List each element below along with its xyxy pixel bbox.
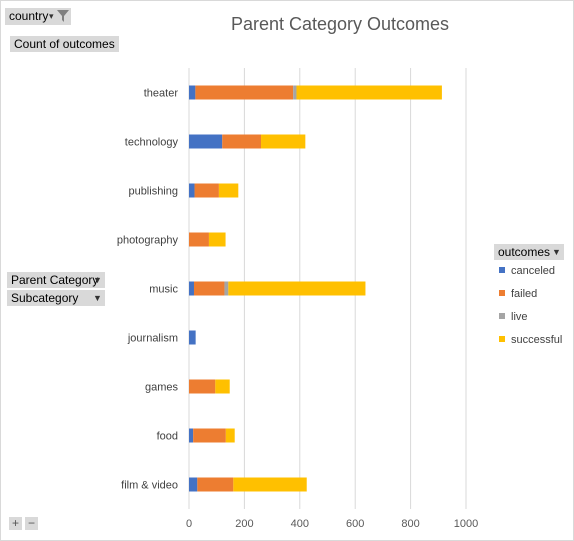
- bar-canceled: [189, 477, 198, 492]
- chart-title: Parent Category Outcomes: [230, 14, 450, 34]
- category-label: publishing: [128, 186, 178, 198]
- legend-swatch: [499, 267, 505, 274]
- country-filter-button[interactable]: country ▾: [5, 8, 71, 25]
- country-filter-label: country: [9, 9, 49, 23]
- category-label: theater: [144, 88, 179, 100]
- legend-label: failed: [511, 288, 538, 300]
- category-label: technology: [125, 137, 179, 149]
- x-tick-label: 200: [235, 518, 253, 530]
- collapse-field-button[interactable]: −: [25, 517, 38, 530]
- category-label: games: [145, 382, 179, 394]
- bar-canceled: [189, 85, 196, 100]
- bar-canceled: [189, 428, 194, 443]
- legend-label: successful: [511, 334, 563, 346]
- bar-successful: [225, 428, 235, 443]
- legend-filter-button[interactable]: outcomes ▼: [494, 244, 564, 260]
- category-label: photography: [117, 235, 179, 247]
- x-tick-label: 1000: [454, 518, 478, 530]
- bar-failed: [193, 428, 226, 443]
- x-tick-label: 0: [186, 518, 192, 530]
- bar-failed: [194, 183, 219, 198]
- legend-item-live: live: [499, 311, 528, 323]
- bar-failed: [195, 85, 294, 100]
- row-field-label: Subcategory: [11, 291, 79, 305]
- bar-failed: [189, 232, 209, 247]
- x-tick-label: 800: [401, 518, 419, 530]
- legend-label: canceled: [511, 265, 556, 277]
- bar-canceled: [189, 134, 223, 149]
- legend-swatch: [499, 336, 505, 343]
- bar-successful: [215, 379, 230, 394]
- bar-failed: [193, 281, 225, 296]
- x-tick-label: 600: [346, 518, 364, 530]
- x-tick-label: 400: [291, 518, 309, 530]
- dropdown-arrow-icon: ▼: [552, 247, 561, 257]
- bar-canceled: [189, 183, 195, 198]
- values-field-label: Count of outcomes: [14, 37, 115, 51]
- expand-field-button[interactable]: +: [9, 517, 22, 530]
- bar-successful: [218, 183, 239, 198]
- row-field-parent-category[interactable]: Parent Category ▼: [7, 272, 105, 288]
- values-field-button[interactable]: Count of outcomes: [10, 36, 119, 52]
- legend-header-label: outcomes: [498, 245, 551, 259]
- bar-live: [224, 281, 229, 296]
- dropdown-arrow-icon: ▼: [93, 293, 102, 303]
- bar-successful: [233, 477, 307, 492]
- category-label: journalism: [127, 333, 178, 345]
- bar-failed: [222, 134, 262, 149]
- bar-live: [293, 85, 297, 100]
- bar-successful: [296, 85, 442, 100]
- legend-item-canceled: canceled: [499, 265, 555, 277]
- bar-successful: [261, 134, 306, 149]
- dropdown-arrow-icon: ▼: [93, 275, 102, 285]
- bar-successful: [208, 232, 226, 247]
- funnel-icon: [57, 10, 69, 22]
- legend-item-successful: successful: [499, 334, 562, 346]
- legend-swatch: [499, 290, 505, 297]
- bar-successful: [228, 281, 366, 296]
- bar-failed: [189, 379, 216, 394]
- bar-canceled: [189, 281, 194, 296]
- filter-funnel-icon: ▾: [49, 11, 54, 21]
- category-label: music: [149, 284, 178, 296]
- legend-item-failed: failed: [499, 288, 537, 300]
- legend-label: live: [511, 311, 528, 323]
- bar-failed: [197, 477, 234, 492]
- category-label: food: [157, 431, 178, 443]
- category-label: film & video: [121, 480, 178, 492]
- row-field-subcategory[interactable]: Subcategory ▼: [7, 290, 105, 306]
- legend-swatch: [499, 313, 505, 320]
- bar-canceled: [189, 330, 196, 345]
- row-field-label: Parent Category: [11, 273, 99, 287]
